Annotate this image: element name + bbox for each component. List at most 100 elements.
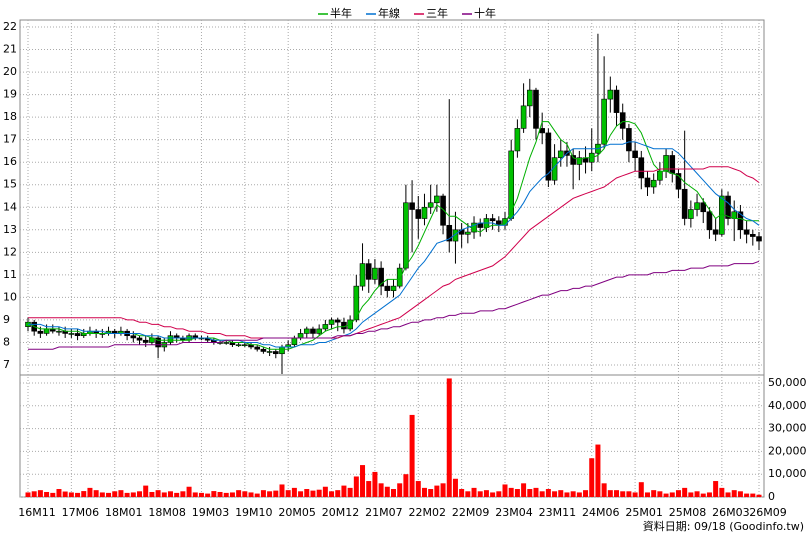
volume-bar xyxy=(694,491,700,497)
candle-body xyxy=(737,211,744,231)
volume-bar xyxy=(675,490,681,497)
candle-body xyxy=(155,337,161,348)
x-tick-label: 22M02 xyxy=(409,506,447,519)
candle-body xyxy=(465,231,471,235)
volume-bar xyxy=(477,491,483,497)
volume-bar xyxy=(527,489,533,497)
y-tick-label: 22 xyxy=(3,20,17,33)
volume-bar xyxy=(632,492,638,497)
volume-bar xyxy=(576,492,582,497)
candle-body xyxy=(167,335,174,343)
footnote: 資料日期: 09/18 (Goodinfo.tw) xyxy=(643,519,804,533)
volume-bar xyxy=(378,483,384,497)
volume-bar xyxy=(68,492,74,497)
y2-tick-label: 40,000 xyxy=(768,399,807,412)
volume-bar xyxy=(124,492,130,497)
x-tick-label: 19M10 xyxy=(235,506,273,519)
y2-tick-label: 30,000 xyxy=(768,422,807,435)
volume-bar xyxy=(304,489,310,497)
x-tick-label: 16M11 xyxy=(18,506,56,519)
volume-bar xyxy=(391,489,396,497)
volume-bar xyxy=(31,491,37,497)
candle-body xyxy=(142,339,149,343)
x-tick-label: 18M08 xyxy=(148,506,186,519)
y2-tick-label: 0 xyxy=(768,490,775,503)
volume-bar xyxy=(719,487,725,497)
candle-body xyxy=(601,98,607,145)
y-tick-label: 10 xyxy=(3,290,17,303)
volume-bar xyxy=(483,490,489,497)
volume-bar xyxy=(409,414,415,497)
volume-bar xyxy=(570,491,576,497)
y-tick-label: 7 xyxy=(3,358,10,371)
candle-body xyxy=(638,157,645,179)
x-tick-label: 17M06 xyxy=(62,506,100,519)
candle-body xyxy=(632,150,638,158)
volume-bar xyxy=(254,493,260,497)
volume-bar xyxy=(607,490,613,497)
candle-body xyxy=(291,337,298,346)
volume-bar xyxy=(397,483,403,497)
volume-bar xyxy=(347,487,353,497)
x-tick-label: 26M09 xyxy=(749,506,787,519)
volume-bar xyxy=(161,492,167,497)
candle-body xyxy=(260,348,267,352)
y-tick-label: 18 xyxy=(3,110,17,123)
candle-body xyxy=(526,89,533,107)
volume-bar xyxy=(558,490,564,497)
volume-bar xyxy=(44,491,50,497)
volume-bar xyxy=(737,491,743,497)
volume-bar xyxy=(601,483,607,497)
volume-bar xyxy=(434,485,440,497)
candle-body xyxy=(37,330,44,334)
volume-bar xyxy=(756,494,762,497)
y-tick-label: 12 xyxy=(3,245,17,258)
volume-bar xyxy=(106,492,112,497)
volume-bar xyxy=(688,492,694,497)
y-tick-label: 14 xyxy=(3,200,17,213)
candle-body xyxy=(725,195,731,219)
ma-line xyxy=(28,260,760,350)
volume-bar xyxy=(626,491,632,497)
x-tick-label: 25M01 xyxy=(625,506,663,519)
volume-bar xyxy=(149,491,155,497)
candle-body xyxy=(644,177,651,188)
x-tick-label: 20M05 xyxy=(278,506,316,519)
candle-body xyxy=(328,319,335,325)
y-tick-label: 16 xyxy=(3,155,17,168)
volume-bar xyxy=(211,491,217,497)
volume-bar xyxy=(539,491,545,497)
candle-body xyxy=(427,202,434,208)
candle-body xyxy=(613,89,620,113)
legend-label: 年線 xyxy=(378,6,400,20)
candle-body xyxy=(712,229,719,235)
y-tick-label: 15 xyxy=(3,178,17,191)
candle-body xyxy=(700,202,707,213)
candle-body xyxy=(409,202,415,210)
legend-label: 半年 xyxy=(330,6,352,20)
x-tick-label: 22M09 xyxy=(452,506,490,519)
volume-bar xyxy=(56,489,62,497)
candle-body xyxy=(384,285,391,291)
volume-bar xyxy=(143,485,149,497)
volume-bar xyxy=(62,491,68,497)
candle-body xyxy=(322,324,329,330)
candle-body xyxy=(570,155,576,165)
candle-body xyxy=(446,224,453,242)
volume-bar xyxy=(360,465,366,497)
candle-body xyxy=(310,328,316,334)
candle-body xyxy=(136,337,143,341)
volume-bar xyxy=(657,491,663,497)
volume-bar xyxy=(545,489,551,497)
volume-bar xyxy=(198,492,204,497)
volume-bar xyxy=(564,492,570,497)
volume-bar xyxy=(700,493,706,497)
x-tick-label: 18M01 xyxy=(105,506,143,519)
volume-bar xyxy=(285,490,291,497)
volume-bar xyxy=(459,489,465,497)
candle-body xyxy=(279,346,285,355)
candle-body xyxy=(619,112,626,129)
volume-bar xyxy=(384,486,390,497)
volume-bar xyxy=(192,492,198,497)
volume-bar xyxy=(279,484,285,497)
